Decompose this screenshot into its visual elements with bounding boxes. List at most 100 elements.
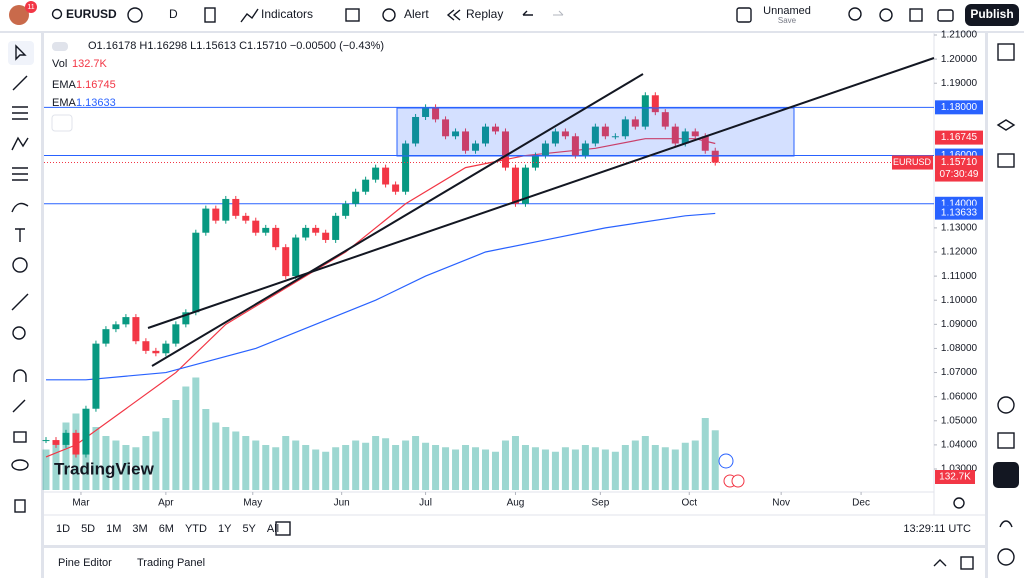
add-symbol[interactable]: [127, 7, 143, 23]
badge-count: 11: [27, 4, 34, 11]
range-button[interactable]: 1D: [56, 523, 70, 535]
tab[interactable]: Pine Editor: [58, 557, 112, 569]
layout-name[interactable]: Unnamed: [763, 5, 811, 17]
lock-tool[interactable]: [13, 431, 27, 443]
avatar[interactable]: [9, 5, 29, 25]
candle: [332, 215, 340, 240]
indicators[interactable]: Indicators: [261, 7, 313, 21]
tab[interactable]: Trading Panel: [137, 557, 205, 569]
pattern-tool[interactable]: [11, 136, 29, 151]
right-tools: [993, 43, 1019, 566]
candle: [611, 136, 619, 138]
axis-settings[interactable]: [953, 497, 965, 509]
redo[interactable]: [553, 10, 564, 16]
go-to-date[interactable]: [275, 521, 291, 536]
publish[interactable]: Publish: [970, 7, 1013, 21]
candle: [621, 119, 629, 137]
target[interactable]: [997, 396, 1015, 414]
fullscreen[interactable]: [909, 8, 923, 22]
alert-icon[interactable]: [382, 8, 396, 22]
y-tick-label: 1.21000: [941, 30, 978, 41]
undo[interactable]: [522, 10, 533, 16]
ema-tag-label: 1.16745: [941, 132, 978, 143]
volume-bar: [501, 440, 509, 490]
save[interactable]: Save: [778, 16, 797, 25]
ruler-tool[interactable]: [11, 293, 29, 311]
range-button[interactable]: 6M: [159, 523, 174, 535]
interval[interactable]: D: [169, 7, 178, 21]
range-button[interactable]: 3M: [132, 523, 147, 535]
publish-button[interactable]: [965, 4, 1019, 26]
trendline-tool[interactable]: [12, 75, 28, 91]
volume-bar: [581, 445, 589, 490]
forecast-tool[interactable]: [12, 167, 28, 181]
volume-bar: [122, 445, 130, 490]
status-toggle[interactable]: [52, 42, 68, 51]
volume-bar: [432, 445, 440, 490]
emoji-tool[interactable]: [12, 257, 28, 273]
apps[interactable]: [993, 462, 1019, 488]
volume-tag-label: 132.7K: [939, 472, 971, 483]
y-tick-label: 1.03000: [941, 464, 978, 475]
lock-drawing[interactable]: [12, 399, 26, 413]
plot: [42, 92, 934, 490]
candle: [132, 317, 140, 342]
settings[interactable]: [879, 8, 893, 22]
range-button[interactable]: 5Y: [242, 523, 256, 535]
ema-line: [45, 138, 716, 458]
candle: [701, 136, 709, 151]
layout-select[interactable]: [736, 7, 752, 23]
maximize-panel[interactable]: [960, 556, 974, 570]
volume-bar: [192, 377, 200, 490]
range-button[interactable]: All: [267, 523, 279, 535]
candle: [462, 131, 470, 151]
search-icon[interactable]: [51, 8, 63, 20]
symbol[interactable]: EURUSD: [66, 7, 117, 21]
signal[interactable]: [999, 520, 1013, 528]
candle: [412, 116, 420, 144]
range-button[interactable]: 1M: [106, 523, 121, 535]
zoom-tool[interactable]: [12, 326, 26, 340]
replay[interactable]: Replay: [466, 7, 503, 21]
event-icon[interactable]: [731, 474, 745, 488]
range-button[interactable]: 5D: [81, 523, 95, 535]
indicators-icon[interactable]: [240, 8, 259, 23]
replay-icon[interactable]: [446, 9, 461, 21]
volume-bar: [422, 442, 430, 490]
fib-tool[interactable]: [12, 106, 28, 120]
candle: [172, 324, 180, 344]
calendar[interactable]: [997, 432, 1015, 449]
candle: [591, 126, 599, 144]
snapshot[interactable]: [937, 9, 954, 22]
layers[interactable]: [996, 119, 1016, 131]
volume-bar: [531, 447, 539, 490]
collapse-legend[interactable]: [51, 114, 73, 132]
chat[interactable]: [997, 153, 1015, 168]
layouts[interactable]: [345, 8, 360, 22]
volume-bar: [482, 449, 490, 490]
quick-search[interactable]: [848, 7, 862, 21]
volume-bar: [82, 431, 90, 490]
watchlist[interactable]: [997, 43, 1015, 61]
volume-bar: [641, 436, 649, 490]
y-tick-label: 1.11000: [941, 271, 977, 282]
range-button[interactable]: 1Y: [218, 523, 232, 535]
alert[interactable]: Alert: [404, 7, 429, 21]
trash-tool[interactable]: [14, 499, 26, 513]
text-tool[interactable]: [15, 228, 25, 242]
ema-value: 1.13633: [76, 97, 116, 109]
volume-bar: [132, 447, 140, 490]
magnet-tool[interactable]: [13, 369, 27, 382]
visibility-tool[interactable]: [11, 459, 29, 471]
volume-bar: [621, 445, 629, 490]
event-icon[interactable]: [718, 453, 734, 469]
y-tick-label: 1.19000: [941, 78, 978, 89]
chart-type[interactable]: [204, 7, 216, 23]
range-button[interactable]: YTD: [185, 523, 207, 535]
help[interactable]: [997, 548, 1015, 566]
brush-tool[interactable]: [11, 202, 29, 213]
cursor-tool[interactable]: [15, 44, 27, 61]
expand-panel[interactable]: [933, 559, 947, 567]
y-tick-label: 1.10000: [941, 295, 978, 306]
candle: [342, 203, 350, 216]
